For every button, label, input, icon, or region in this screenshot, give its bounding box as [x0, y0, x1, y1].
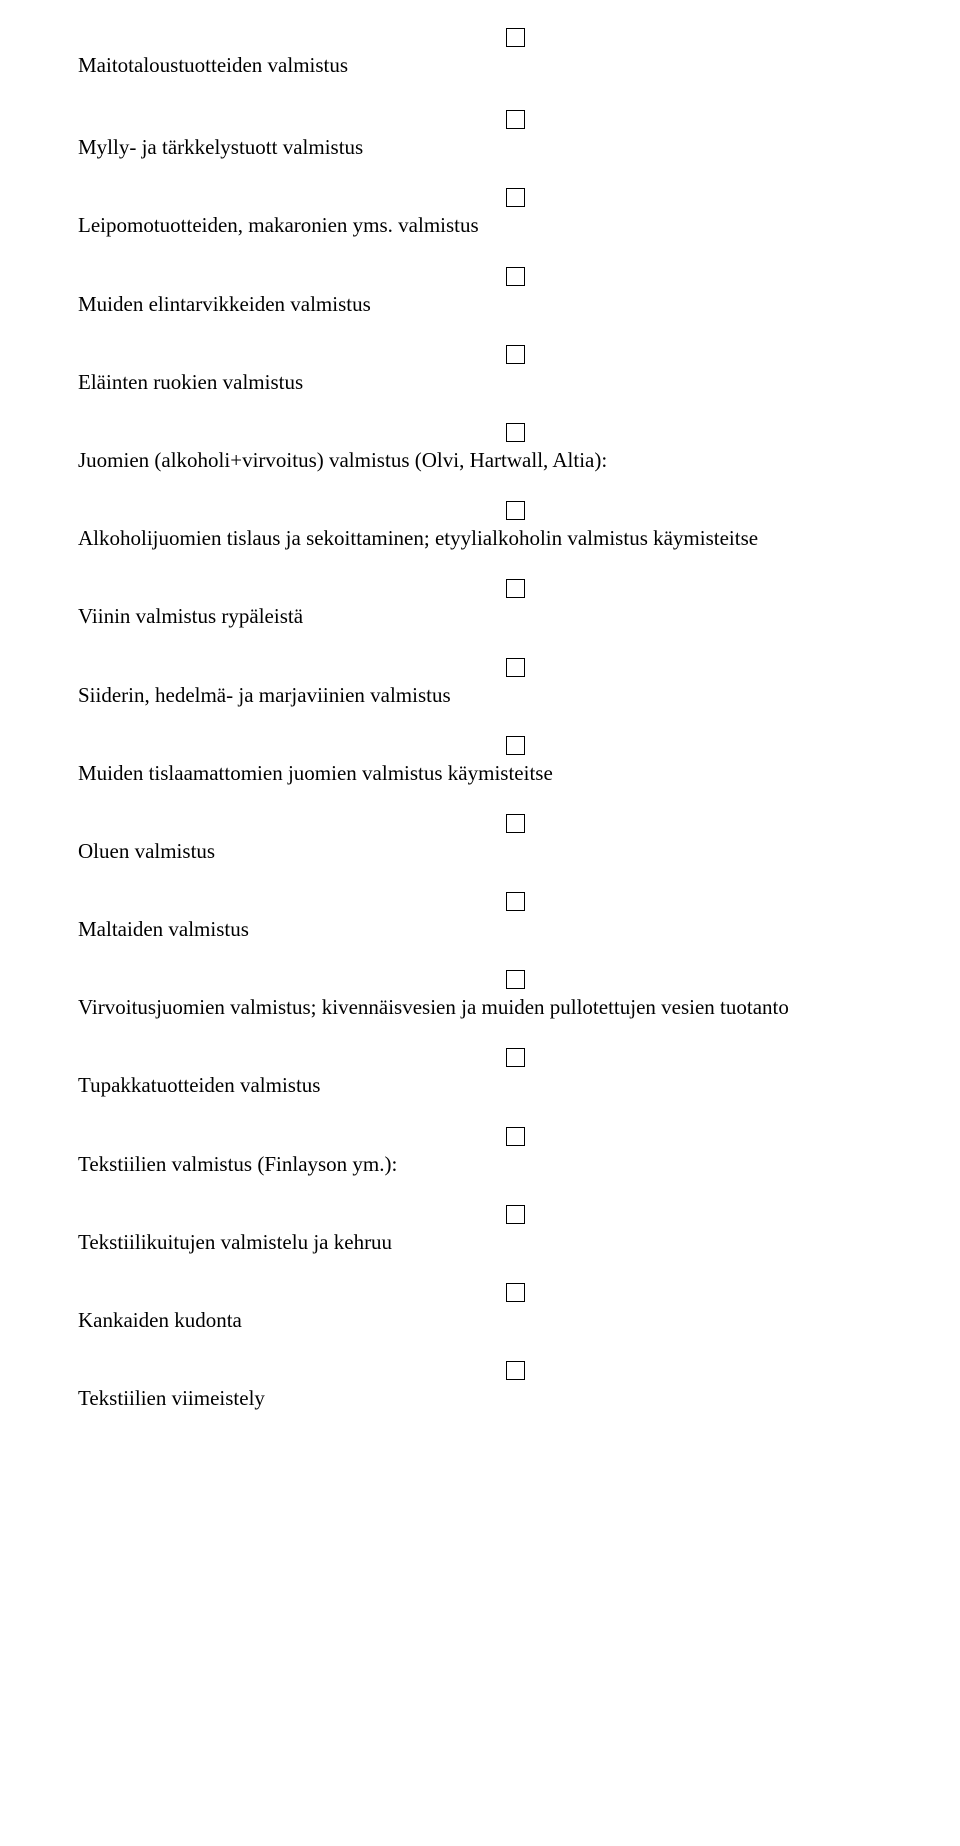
- checkbox-row: [78, 1361, 882, 1380]
- item-label: Tupakkatuotteiden valmistus: [78, 1073, 882, 1098]
- checkbox-row: [78, 1127, 882, 1146]
- item-label: Tekstiilikuitujen valmistelu ja kehruu: [78, 1230, 882, 1255]
- checkbox[interactable]: [506, 423, 525, 442]
- document-page: Maitotaloustuotteiden valmistus Mylly- j…: [0, 0, 960, 1846]
- item-label: Muiden elintarvikkeiden valmistus: [78, 292, 882, 317]
- item-label: Mylly- ja tärkkelystuott valmistus: [78, 135, 882, 160]
- checkbox[interactable]: [506, 658, 525, 677]
- item-label: Tekstiilien viimeistely: [78, 1386, 882, 1411]
- checkbox-row: [78, 579, 882, 598]
- checkbox[interactable]: [506, 892, 525, 911]
- checkbox-row: [78, 28, 882, 47]
- checkbox-row: [78, 1048, 882, 1067]
- item-label: Virvoitusjuomien valmistus; kivennäisves…: [78, 995, 882, 1020]
- item-label: Eläinten ruokien valmistus: [78, 370, 882, 395]
- checkbox[interactable]: [506, 970, 525, 989]
- checkbox[interactable]: [506, 1283, 525, 1302]
- item-label: Viinin valmistus rypäleistä: [78, 604, 882, 629]
- checkbox[interactable]: [506, 110, 525, 129]
- checkbox[interactable]: [506, 345, 525, 364]
- item-label: Siiderin, hedelmä- ja marjaviinien valmi…: [78, 683, 882, 708]
- item-label: Maltaiden valmistus: [78, 917, 882, 942]
- checkbox-row: [78, 1283, 882, 1302]
- checkbox-row: [78, 110, 882, 129]
- checkbox-row: [78, 423, 882, 442]
- item-label: Oluen valmistus: [78, 839, 882, 864]
- checkbox-row: [78, 345, 882, 364]
- checkbox[interactable]: [506, 1048, 525, 1067]
- checkbox-row: [78, 892, 882, 911]
- checkbox-row: [78, 814, 882, 833]
- item-label: Juomien (alkoholi+virvoitus) valmistus (…: [78, 448, 882, 473]
- item-label: Leipomotuotteiden, makaronien yms. valmi…: [78, 213, 882, 238]
- checkbox[interactable]: [506, 267, 525, 286]
- checkbox-row: [78, 658, 882, 677]
- checkbox-row: [78, 736, 882, 755]
- checkbox-row: [78, 970, 882, 989]
- checkbox[interactable]: [506, 814, 525, 833]
- checkbox[interactable]: [506, 736, 525, 755]
- item-label: Tekstiilien valmistus (Finlayson ym.):: [78, 1152, 882, 1177]
- checkbox[interactable]: [506, 501, 525, 520]
- item-label: Muiden tislaamattomien juomien valmistus…: [78, 761, 882, 786]
- checkbox-row: [78, 188, 882, 207]
- checkbox[interactable]: [506, 28, 525, 47]
- checkbox[interactable]: [506, 1205, 525, 1224]
- item-label: Maitotaloustuotteiden valmistus: [78, 53, 882, 78]
- item-label: Kankaiden kudonta: [78, 1308, 882, 1333]
- checkbox[interactable]: [506, 188, 525, 207]
- checkbox[interactable]: [506, 1361, 525, 1380]
- item-label: Alkoholijuomien tislaus ja sekoittaminen…: [78, 526, 882, 551]
- checkbox[interactable]: [506, 1127, 525, 1146]
- checkbox-row: [78, 267, 882, 286]
- checkbox-row: [78, 1205, 882, 1224]
- checkbox-row: [78, 501, 882, 520]
- checkbox[interactable]: [506, 579, 525, 598]
